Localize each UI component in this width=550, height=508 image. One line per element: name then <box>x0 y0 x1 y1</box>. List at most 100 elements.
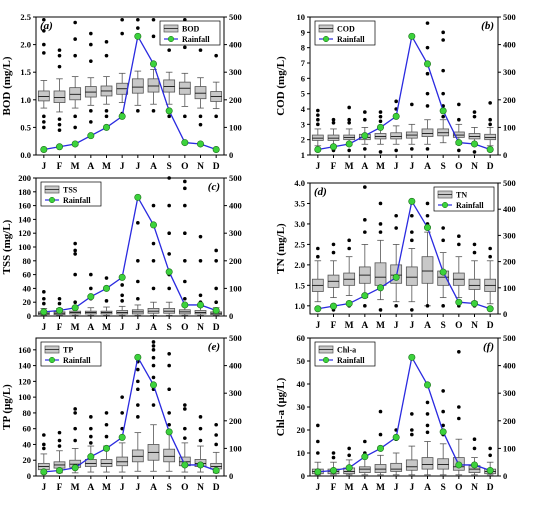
outlier-point <box>89 31 93 36</box>
legend-swatch-marker <box>48 196 56 204</box>
rainfall-marker <box>486 305 494 313</box>
outlier-point <box>42 290 46 294</box>
plot-frame <box>35 16 225 156</box>
x-tick-label: J <box>409 162 414 172</box>
y2-tick-label: 200 <box>503 257 516 267</box>
y-tick-label: 80 <box>23 408 32 418</box>
y-tick-label: 0 <box>27 311 31 321</box>
x-tick-label: D <box>213 483 220 493</box>
outlier-point <box>183 426 187 431</box>
outlier-point <box>151 17 156 22</box>
y-tick-label: 2.5 <box>294 239 305 249</box>
legend-swatch-marker <box>322 35 330 43</box>
outlier-point <box>136 221 140 225</box>
rainfall-marker <box>361 292 369 300</box>
x-tick-label: J <box>41 483 46 493</box>
outlier-point <box>347 446 351 451</box>
rainfall-marker <box>55 143 63 151</box>
y-tick-label: 160 <box>18 201 31 211</box>
y2-tick-label: 100 <box>503 443 516 453</box>
outlier-point <box>316 246 320 251</box>
outlier-point <box>425 400 430 405</box>
y2-tick-label: 200 <box>229 95 242 105</box>
x-tick-label: M <box>102 162 111 172</box>
x-tick-label: A <box>361 162 368 172</box>
outlier-point <box>441 389 445 393</box>
panel-label: (b) <box>481 20 494 32</box>
outlier-point <box>104 53 109 58</box>
y-tick-label: 5 <box>301 89 305 99</box>
outlier-point <box>104 299 109 303</box>
rainfall-marker <box>486 466 494 474</box>
outlier-point <box>198 114 203 119</box>
outlier-point <box>425 45 430 50</box>
rainfall-marker <box>439 268 447 276</box>
box-A <box>421 457 434 470</box>
outlier-point <box>441 68 445 73</box>
outlier-point <box>457 416 461 421</box>
x-tick-label: A <box>150 483 157 493</box>
outlier-point <box>151 375 156 380</box>
rainfall-line <box>43 355 217 473</box>
outlier-point <box>151 348 156 352</box>
box-J <box>390 132 403 140</box>
outlier-point <box>136 379 140 384</box>
y-axis-label: TP (μg/L) <box>1 384 13 430</box>
x-tick-label: A <box>150 323 157 333</box>
outlier-point <box>214 53 218 58</box>
outlier-point <box>136 26 140 30</box>
outlier-point <box>472 446 477 451</box>
box-S <box>163 448 176 463</box>
outlier-point <box>198 259 203 263</box>
rainfall-marker <box>103 123 111 131</box>
x-tick-label: O <box>455 483 462 493</box>
outlier-point <box>410 432 414 437</box>
x-tick-label: O <box>181 323 188 333</box>
y2-tick-label: 400 <box>503 204 516 214</box>
outlier-point <box>89 109 93 113</box>
rainfall-marker <box>455 139 463 147</box>
legend-swatch-marker <box>167 35 175 43</box>
outlier-point <box>425 430 430 435</box>
x-tick-label: J <box>135 323 140 333</box>
y-tick-label: 0.0 <box>20 150 31 160</box>
outlier-point <box>378 201 383 206</box>
outlier-point <box>167 286 171 291</box>
y2-tick-label: 500 <box>229 333 242 343</box>
y2-tick-label: 300 <box>229 228 242 238</box>
outlier-point <box>347 148 351 153</box>
outlier-point <box>183 436 187 440</box>
x-tick-label: S <box>167 162 172 172</box>
y-tick-label: 2 <box>301 135 305 145</box>
x-tick-label: N <box>471 483 478 493</box>
outlier-point <box>57 53 62 58</box>
x-tick-label: D <box>487 483 494 493</box>
outlier-point <box>57 301 62 306</box>
y2-tick-label: 400 <box>503 361 516 371</box>
x-tick-label: D <box>487 321 494 331</box>
x-tick-label: A <box>361 483 368 493</box>
outlier-point <box>183 231 187 235</box>
x-tick-label: D <box>213 323 220 333</box>
outlier-point <box>347 117 351 122</box>
rainfall-marker <box>376 284 384 292</box>
outlier-point <box>410 147 414 151</box>
outlier-point <box>347 105 351 110</box>
outlier-point <box>73 114 77 119</box>
rainfall-marker <box>376 123 384 131</box>
rainfall-marker <box>470 140 478 148</box>
outlier-point <box>57 296 62 301</box>
x-tick-label: N <box>471 162 478 172</box>
outlier-point <box>378 308 383 312</box>
y-axis-label: Chl-a (μg/L) <box>275 377 287 436</box>
y-tick-label: 40 <box>23 439 32 449</box>
y-tick-label: 2.0 <box>20 40 31 50</box>
outlier-point <box>198 415 203 419</box>
y2-tick-label: 0 <box>503 471 507 481</box>
rainfall-marker <box>470 461 478 469</box>
x-tick-label: A <box>150 162 157 172</box>
x-tick-label: M <box>71 483 80 493</box>
rainfall-marker <box>212 145 220 153</box>
outlier-point <box>331 242 336 247</box>
